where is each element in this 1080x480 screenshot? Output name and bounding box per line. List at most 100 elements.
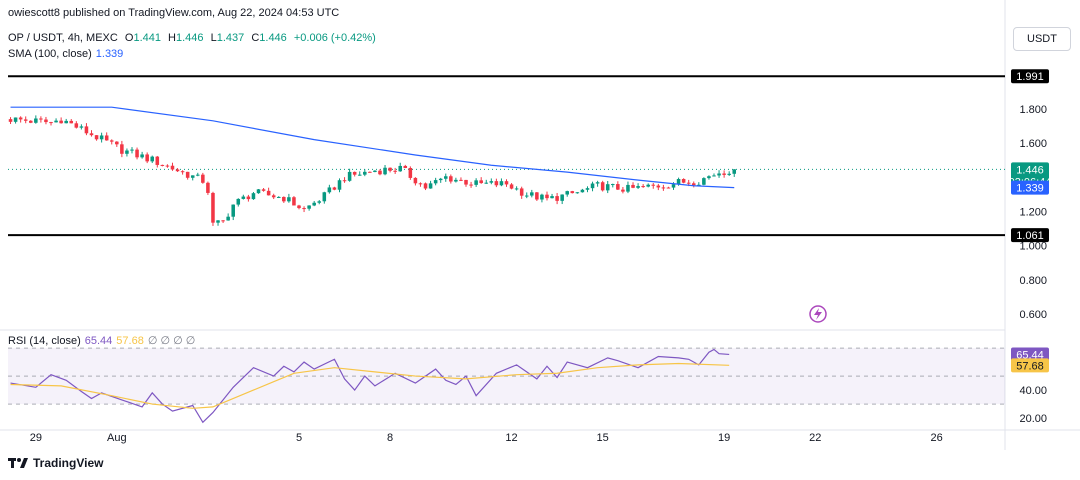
candle-body <box>727 173 731 175</box>
rsi-ma-badge: 57.68 <box>1011 358 1049 373</box>
candle-body <box>605 184 610 191</box>
candle-body <box>297 205 301 209</box>
last-price-badge-text: 1.446 <box>1016 164 1044 176</box>
candle-body <box>39 118 43 120</box>
candle-body <box>49 122 53 124</box>
candle-body <box>636 186 640 188</box>
candle-body <box>580 189 585 193</box>
candle-body <box>393 170 397 172</box>
candle-body <box>59 120 63 124</box>
candle-body <box>499 181 504 186</box>
candle-body <box>656 185 661 188</box>
candle-body <box>408 167 413 178</box>
flash-icon-bolt <box>814 308 822 320</box>
candle-body <box>104 135 109 141</box>
change-value: +0.006 (+0.42%) <box>293 32 376 44</box>
candle-body <box>666 187 671 189</box>
close-value: 1.446 <box>259 32 287 44</box>
candle-body <box>64 120 68 124</box>
rsi-ma-badge-bg <box>1011 358 1049 373</box>
sma-legend[interactable]: SMA (100, close) 1.339 <box>8 48 123 60</box>
rsi-empty-values: ∅ ∅ ∅ ∅ <box>147 335 196 347</box>
candle-body <box>428 183 433 189</box>
candle-body <box>565 191 570 195</box>
candle-body <box>190 175 195 178</box>
candle-body <box>196 174 200 176</box>
high-label: H <box>168 32 176 44</box>
level-badge-text: 1.991 <box>1016 71 1044 83</box>
rsi-legend[interactable]: RSI (14, close) 65.44 57.68 ∅ ∅ ∅ ∅ <box>8 334 195 347</box>
sma-badge: 1.339 <box>1011 180 1049 195</box>
candle-body <box>231 204 235 217</box>
candle-body <box>702 178 706 185</box>
candle-body <box>661 187 666 189</box>
candle-body <box>494 181 499 186</box>
candle-body <box>519 188 524 196</box>
candle-body <box>115 141 119 145</box>
candle-body <box>357 174 362 176</box>
rsi-ma-value: 57.68 <box>116 335 144 347</box>
candle-body <box>282 196 286 202</box>
candle-body <box>616 184 620 190</box>
candle-body <box>125 150 129 154</box>
flash-icon-ring <box>809 305 827 323</box>
sma-value: 1.339 <box>95 48 124 60</box>
candle-body <box>236 198 241 205</box>
candle-body <box>504 181 509 185</box>
candle-body <box>368 171 372 173</box>
candle-body <box>145 154 149 162</box>
candle-body <box>312 202 316 206</box>
level-badge-bg <box>1011 69 1049 84</box>
flash-icon[interactable] <box>809 305 827 323</box>
candle-body <box>201 174 205 183</box>
rsi-line <box>10 348 730 424</box>
candle-body <box>292 197 296 206</box>
sma-label: SMA (100, close) <box>8 48 92 60</box>
candle-body <box>454 179 458 182</box>
candle-body <box>216 220 220 223</box>
close-label: C <box>251 32 260 44</box>
time-tick-label: 22 <box>809 432 821 444</box>
time-tick-label: 26 <box>931 432 943 444</box>
time-tick-label: 5 <box>296 432 302 444</box>
low-label: L <box>210 32 217 44</box>
candle-body <box>540 194 544 200</box>
candle-body <box>509 184 514 189</box>
candle-body <box>489 181 494 183</box>
time-tick-label: 12 <box>505 432 517 444</box>
candle-body <box>443 176 448 179</box>
time-axis: 29 Aug 5 8 12 15 19 22 26 <box>30 432 943 444</box>
tradingview-brand: TradingView <box>33 456 104 470</box>
candle-body <box>302 208 306 210</box>
candle-body <box>484 182 489 184</box>
symbol-title[interactable]: OP / USDT, 4h, MEXC <box>8 32 118 44</box>
price-tick-label: 1.600 <box>1019 138 1047 150</box>
candle-body <box>398 165 402 172</box>
candle-body <box>545 194 549 199</box>
candle-body <box>707 176 711 179</box>
candles <box>8 115 737 226</box>
candle-body <box>130 149 134 151</box>
candle-body <box>271 195 276 198</box>
candle-body <box>626 184 630 192</box>
candle-body <box>712 175 716 177</box>
candle-body <box>84 126 89 134</box>
candle-body <box>332 187 337 190</box>
candle-body <box>378 170 382 175</box>
rsi-value: 65.44 <box>84 335 113 347</box>
candle-body <box>276 196 281 198</box>
candle-body <box>621 189 625 192</box>
currency-button[interactable]: USDT <box>1013 27 1071 51</box>
symbol-legend: OP / USDT, 4h, MEXC O1.441 H1.446 L1.437… <box>8 32 376 44</box>
candle-body <box>449 176 453 182</box>
candle-body <box>686 182 691 184</box>
candle-body <box>307 205 311 209</box>
candle-body <box>388 167 392 171</box>
candle-body <box>211 192 215 223</box>
publisher-line: owiescott8 published on TradingView.com,… <box>8 7 340 19</box>
tradingview-logo[interactable]: TradingView <box>8 456 103 470</box>
candle-body <box>646 184 650 187</box>
candle-body <box>266 190 271 196</box>
candle-body <box>23 119 28 121</box>
